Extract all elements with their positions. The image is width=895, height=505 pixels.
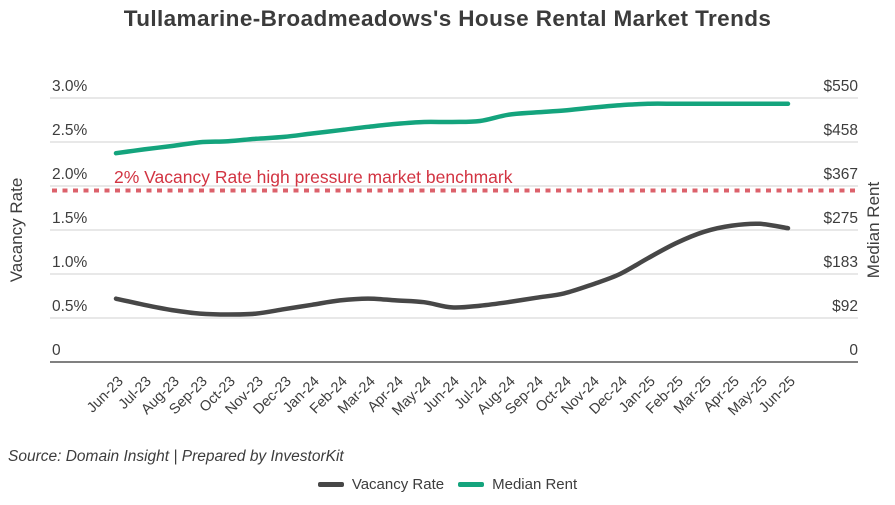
right-axis-tick-label: $183	[824, 254, 858, 271]
left-axis-tick-label: 2.5%	[52, 122, 88, 139]
median-rent-legend-dash-icon	[458, 482, 485, 487]
right-axis-tick-label: 0	[849, 342, 858, 359]
benchmark-label: 2% Vacancy Rate high pressure market ben…	[114, 167, 513, 187]
left-axis-tick-label: 2.0%	[52, 166, 88, 183]
rental-trends-chart: 0 0 0.5% $92 1.0% $183 1.5% $275 2.0% $367 2.5% $45…	[7, 78, 883, 419]
median-rent-line	[113, 101, 791, 156]
source-note: Source: Domain Insight | Prepared by Inv…	[8, 448, 344, 465]
legend-item-vacancy-rate: Vacancy Rate	[317, 476, 445, 493]
legend-label-vacancy-rate: Vacancy Rate	[351, 476, 445, 493]
right-axis-tick-label: $550	[824, 78, 859, 95]
left-axis-tick-label: 3.0%	[52, 78, 88, 95]
left-axis-tick-label: 1.5%	[52, 210, 88, 227]
legend-label-median-rent: Median Rent	[492, 476, 578, 493]
left-axis-tick-label: 1.0%	[52, 254, 88, 271]
right-axis-tick-label: $458	[824, 122, 858, 139]
right-axis-tick-label: $275	[824, 210, 858, 227]
legend-item-median-rent: Median Rent	[458, 476, 577, 493]
x-axis-tick-label: Jun-23	[84, 374, 127, 417]
right-axis-tick-label: $92	[832, 298, 858, 315]
vacancy-rate-line	[113, 221, 791, 317]
chart-title: Tullamarine-Broadmeadows's House Rental …	[123, 6, 772, 31]
right-axis-tick-label: $367	[824, 166, 858, 183]
left-axis-tick-label: 0.5%	[52, 298, 88, 315]
right-axis-title: Median Rent	[864, 182, 883, 279]
chart-legend: Vacancy Rate Median Rent	[0, 476, 895, 493]
vacancy-rate-legend-dash-icon	[317, 482, 344, 487]
left-axis-title: Vacancy Rate	[7, 178, 26, 283]
left-axis-tick-label: 0	[52, 342, 61, 359]
